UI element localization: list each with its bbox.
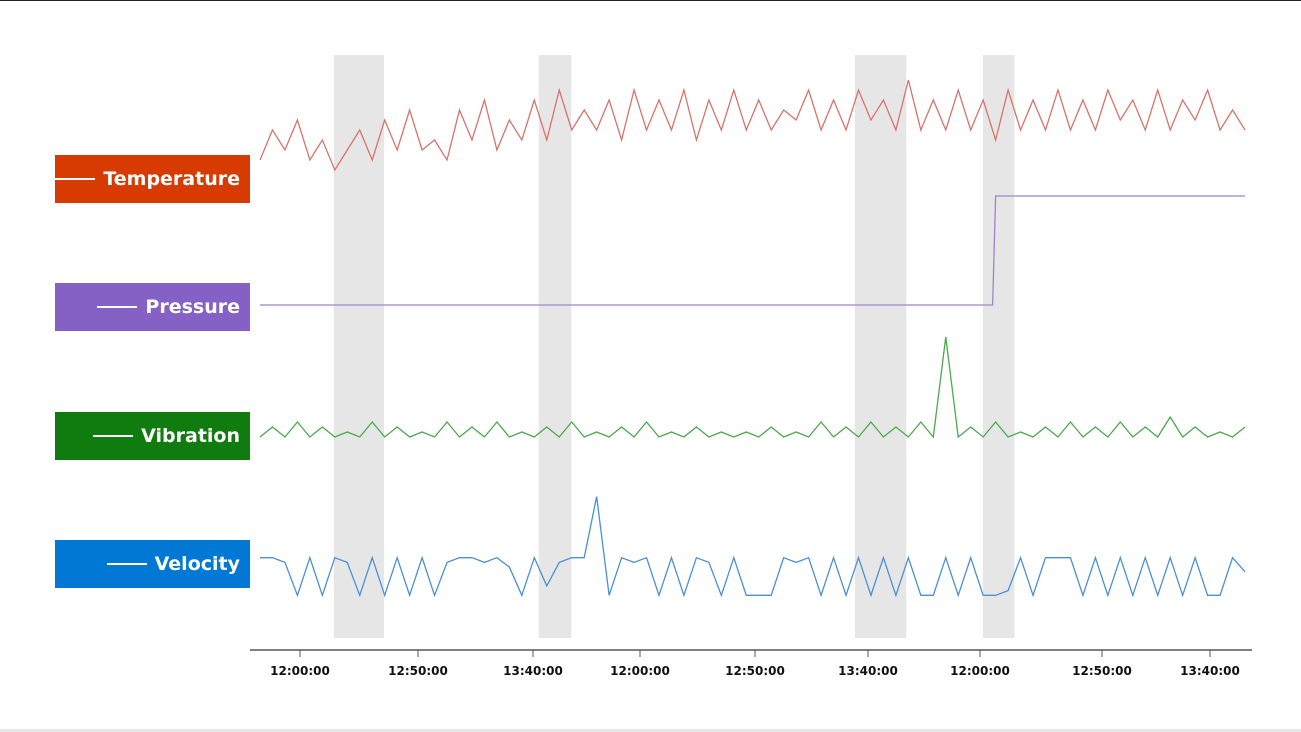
x-tick-label: 12:50:00 xyxy=(388,664,448,678)
legend-line-icon xyxy=(97,306,138,308)
bottom-border xyxy=(0,729,1301,732)
x-tick-label: 13:40:00 xyxy=(503,664,563,678)
legend-temperature: Temperature xyxy=(55,155,250,203)
x-tick-label: 13:40:00 xyxy=(838,664,898,678)
top-border xyxy=(0,0,1301,1)
x-tick-label: 12:00:00 xyxy=(270,664,330,678)
legend-label: Temperature xyxy=(103,168,240,190)
legend-label: Pressure xyxy=(145,296,240,318)
legend-line-icon xyxy=(106,563,147,565)
legend-label: Vibration xyxy=(141,425,240,447)
x-tick-label: 12:50:00 xyxy=(1072,664,1132,678)
legend-label: Velocity xyxy=(154,553,240,575)
x-tick-label: 12:00:00 xyxy=(610,664,670,678)
series-line-pressure xyxy=(260,195,1245,306)
x-tick-label: 13:40:00 xyxy=(1180,664,1240,678)
legend-line-icon xyxy=(93,435,134,437)
series-line-velocity xyxy=(260,496,1246,598)
series-line-vibration xyxy=(259,336,1246,439)
legend-pressure: Pressure xyxy=(55,283,250,331)
x-tick-label: 12:00:00 xyxy=(950,664,1010,678)
shaded-band xyxy=(854,55,907,638)
x-tick-label: 12:50:00 xyxy=(725,664,785,678)
shaded-band xyxy=(333,55,385,638)
legend-line-icon xyxy=(55,178,96,180)
legend-velocity: Velocity xyxy=(55,540,250,588)
legend-vibration: Vibration xyxy=(55,412,250,460)
shaded-band xyxy=(982,55,1015,638)
shaded-band xyxy=(538,55,572,638)
series-line-temperature xyxy=(259,79,1246,172)
